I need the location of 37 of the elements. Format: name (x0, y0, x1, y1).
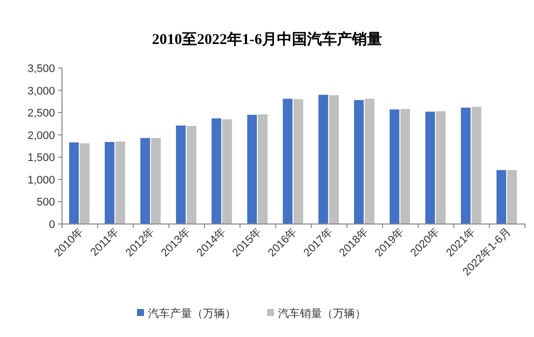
y-tick-label: 1,500 (27, 152, 55, 164)
bar (186, 126, 196, 224)
bar (425, 112, 435, 224)
bar (436, 111, 446, 224)
bar (176, 125, 186, 224)
bar (258, 114, 268, 224)
legend-label: 汽车产量（万辆） (148, 307, 236, 320)
bar (390, 109, 400, 224)
legend-label: 汽车销量（万辆） (278, 307, 366, 320)
bar (282, 98, 292, 224)
bar (222, 119, 232, 224)
bar (104, 142, 114, 224)
chart-title: 2010至2022年1-6月中国汽车产销量 (152, 30, 382, 48)
y-tick-label: 2,500 (27, 108, 55, 120)
y-tick-label: 3,500 (27, 63, 55, 75)
bar (140, 138, 150, 224)
bar (507, 170, 517, 224)
y-tick-label: 3,000 (27, 85, 55, 98)
bar (247, 114, 257, 224)
bar (294, 99, 304, 224)
bar (400, 109, 410, 224)
bar (364, 98, 374, 224)
bar (496, 170, 506, 224)
bar (151, 138, 161, 224)
bar (69, 142, 79, 224)
y-tick-label: 0 (48, 219, 55, 231)
y-tick-label: 2,000 (27, 130, 55, 142)
y-tick-label: 500 (36, 196, 55, 209)
y-tick-label: 1,000 (27, 174, 55, 186)
bar (115, 142, 126, 224)
bar (354, 100, 364, 224)
bar (212, 118, 222, 224)
bar (318, 94, 328, 224)
bar (460, 108, 471, 224)
bar (329, 95, 339, 224)
bar (80, 143, 90, 224)
bar (472, 106, 482, 224)
